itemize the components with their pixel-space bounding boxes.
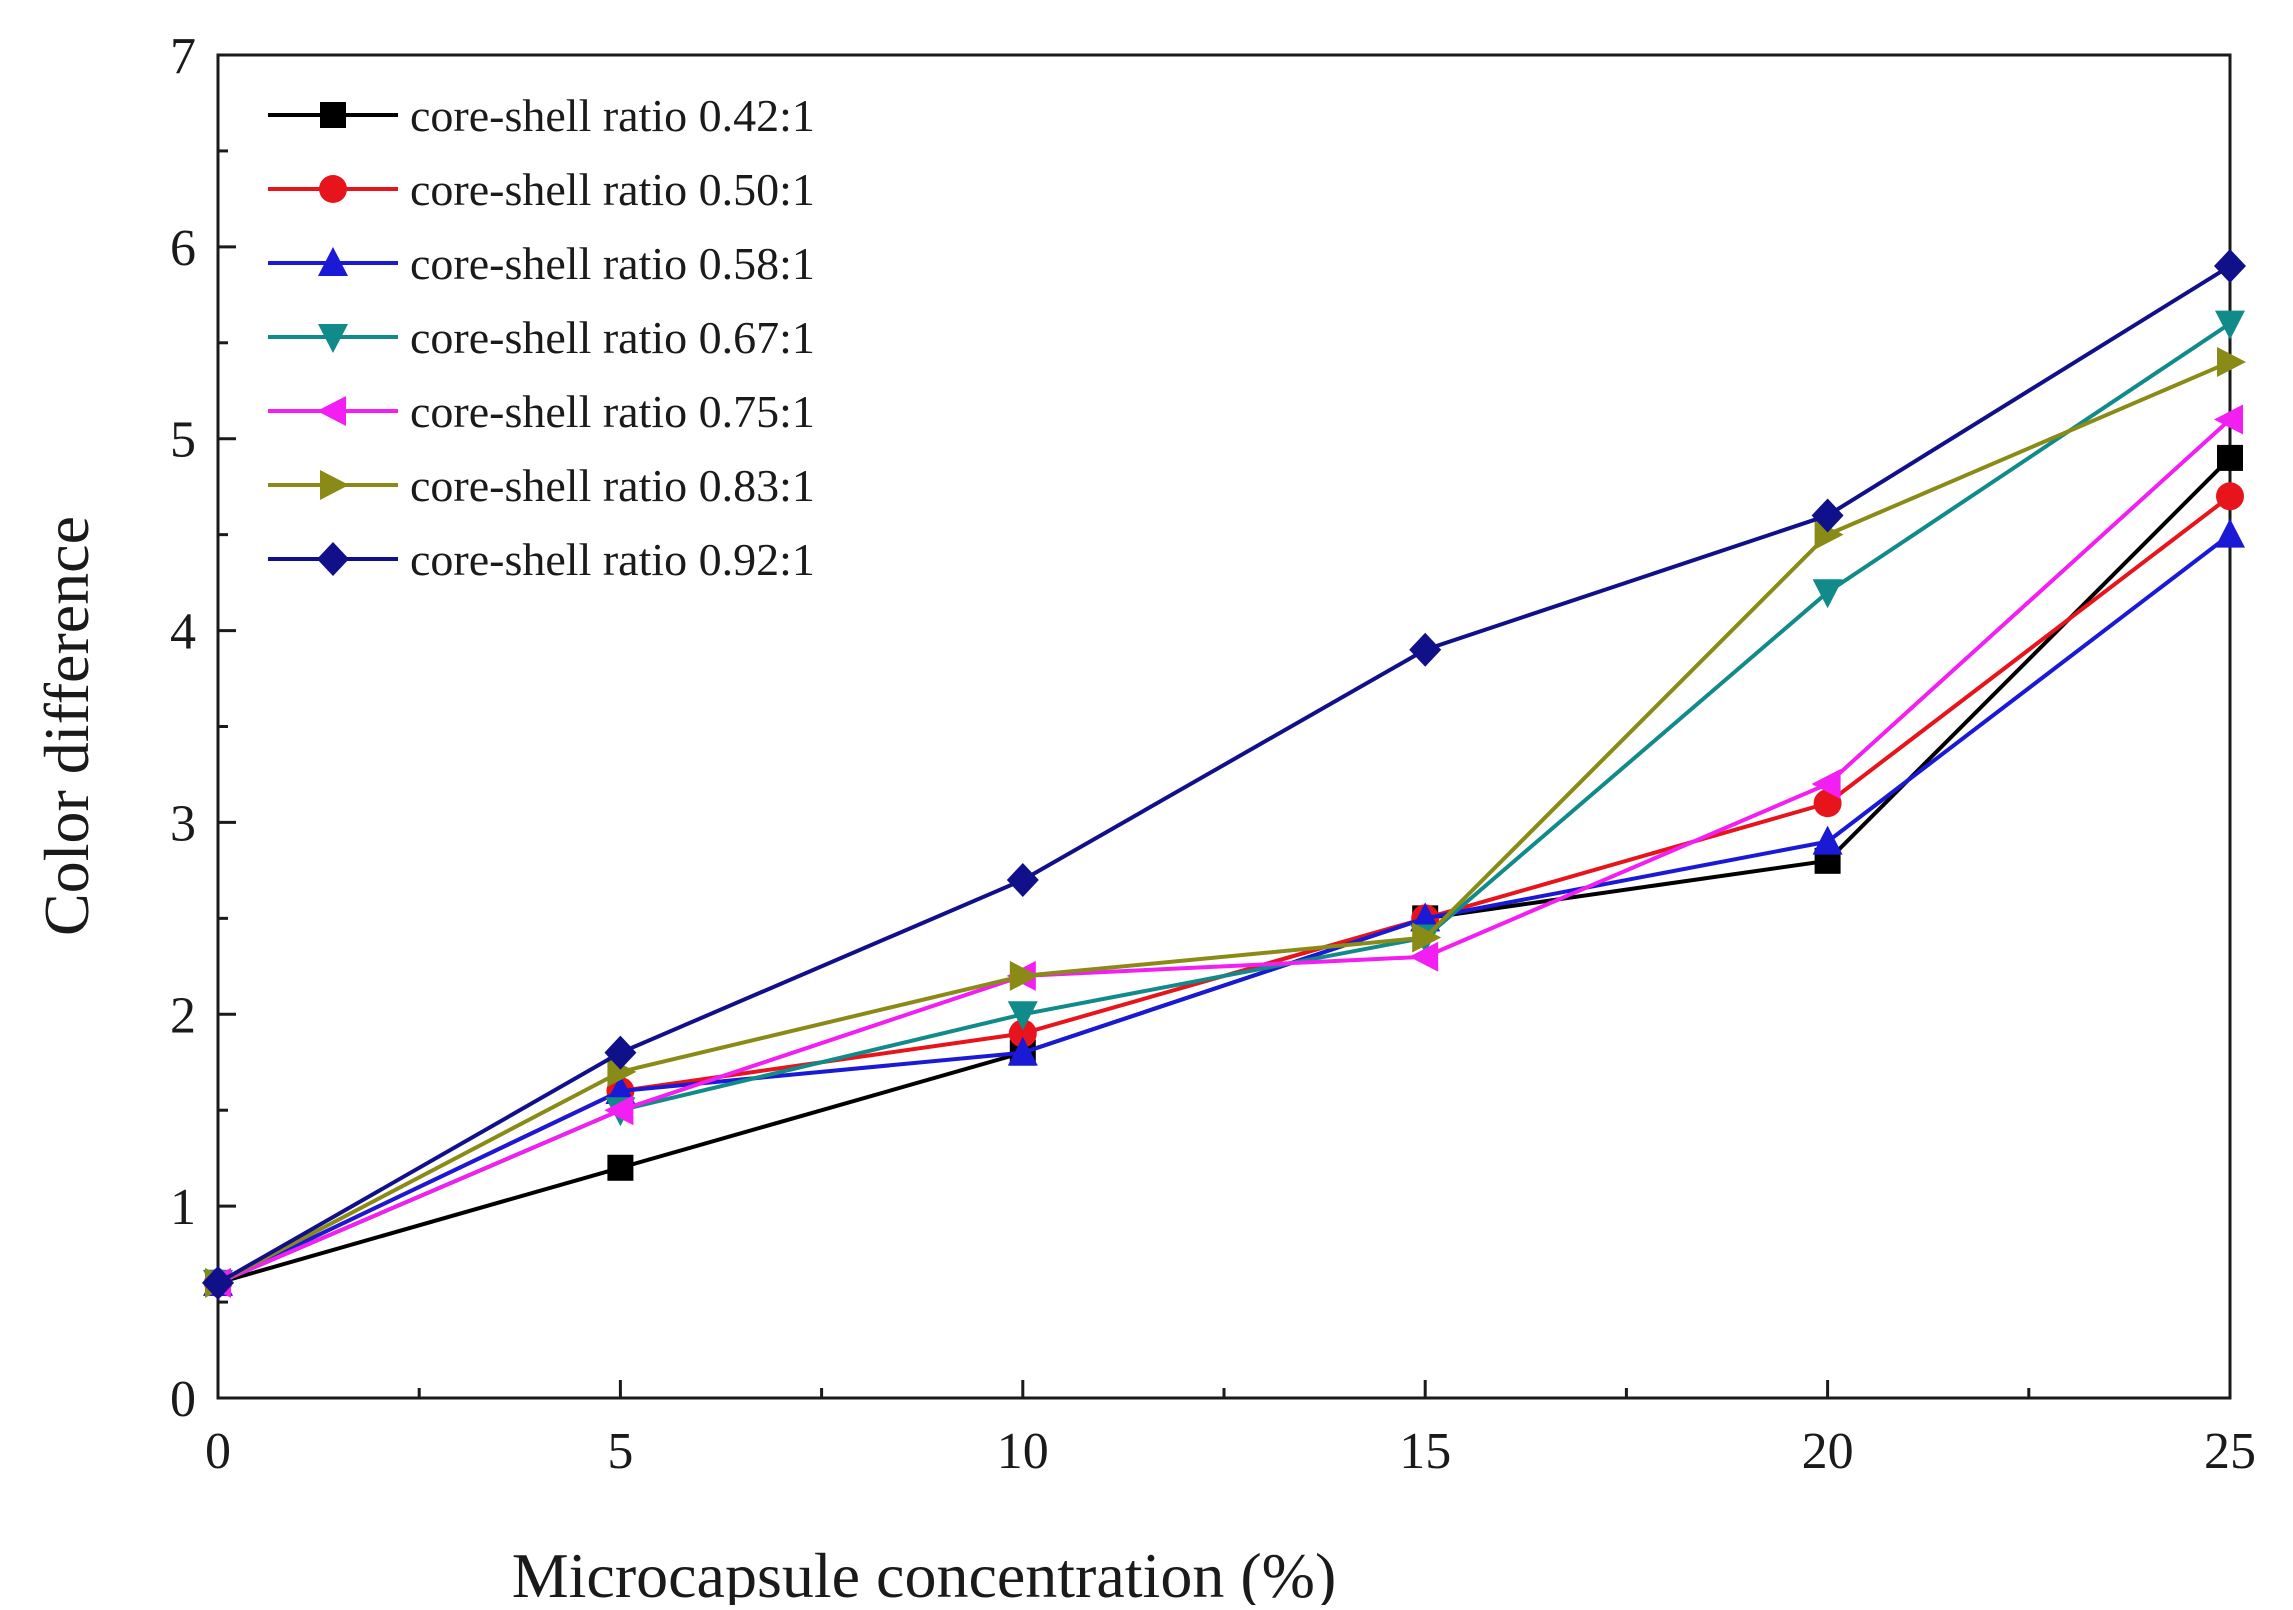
y-tick-label: 6: [170, 220, 196, 277]
data-point: [1811, 498, 1844, 533]
data-point: [1812, 825, 1843, 855]
data-point: [1410, 902, 1441, 932]
data-point: [2217, 444, 2243, 471]
y-axis-title: Color difference: [31, 516, 102, 936]
data-point: [1009, 960, 1039, 991]
data-point: [2215, 310, 2245, 340]
y-tick-label: 2: [170, 987, 196, 1044]
data-point: [607, 1056, 637, 1087]
legend-entry: core-shell ratio 0.83:1: [268, 460, 815, 511]
data-point: [1811, 769, 1841, 800]
data-point: [607, 1154, 634, 1181]
data-point: [1007, 1001, 1038, 1031]
legend-swatch-marker: [320, 102, 346, 128]
legend-entry: core-shell ratio 0.50:1: [268, 164, 815, 215]
minor-ticks: [218, 149, 2031, 1398]
data-point: [1409, 941, 1439, 972]
legend-label: core-shell ratio 0.42:1: [410, 90, 815, 141]
legend-label: core-shell ratio 0.67:1: [410, 312, 815, 363]
legend-swatch-marker: [318, 324, 348, 353]
data-point: [2214, 404, 2243, 435]
series-5: [205, 346, 2246, 1298]
x-tick-label: 10: [997, 1423, 1049, 1480]
legend-swatch-marker: [317, 542, 349, 576]
y-tick-label: 4: [170, 604, 196, 661]
series-line: [217, 494, 2232, 1285]
data-point: [604, 1035, 637, 1070]
data-point: [1812, 579, 1843, 609]
legend-entry: core-shell ratio 0.58:1: [268, 238, 815, 289]
series-line: [217, 360, 2231, 1285]
legend-swatch-marker: [317, 396, 346, 426]
data-point: [202, 1265, 234, 1300]
legend-entry: core-shell ratio 0.67:1: [268, 312, 815, 363]
legend-swatch-marker: [320, 470, 349, 500]
x-tick-label: 5: [607, 1423, 633, 1480]
major-ticks: 0 5 10 15 20 25 0 1 2 3 4 5 6 7: [170, 28, 2256, 1480]
data-point: [604, 1095, 634, 1126]
data-point: [2214, 249, 2246, 284]
series-line: [217, 533, 2232, 1285]
series-1: [204, 482, 2244, 1297]
legend-label: core-shell ratio 0.92:1: [410, 534, 815, 585]
series-layer: [202, 249, 2246, 1300]
legend-entry: core-shell ratio 0.75:1: [268, 386, 815, 437]
data-point: [605, 1075, 636, 1105]
legend-swatch-marker: [318, 247, 348, 276]
data-point: [1412, 922, 1442, 953]
data-point: [1409, 632, 1442, 667]
data-point: [1006, 862, 1039, 897]
legend-label: core-shell ratio 0.83:1: [410, 460, 815, 511]
y-tick-label: 0: [170, 1371, 196, 1428]
series-line: [217, 418, 2232, 1285]
data-point: [1814, 519, 1844, 550]
y-tick-label: 1: [170, 1179, 196, 1236]
legend-entry: core-shell ratio 0.92:1: [268, 534, 815, 585]
y-tick-label: 5: [170, 412, 196, 469]
legend-label: core-shell ratio 0.75:1: [410, 386, 815, 437]
data-point: [2217, 346, 2246, 377]
series-3: [203, 310, 2245, 1299]
y-tick-label: 7: [170, 28, 196, 85]
series-6: [202, 249, 2246, 1300]
data-point: [1007, 1036, 1038, 1066]
x-tick-label: 15: [1399, 1423, 1451, 1480]
data-point: [1008, 1019, 1037, 1048]
series-line: [217, 264, 2232, 1285]
legend-label: core-shell ratio 0.58:1: [410, 238, 815, 289]
legend: core-shell ratio 0.42:1 core-shell ratio …: [268, 90, 815, 585]
y-tick-label: 3: [170, 795, 196, 852]
x-axis-title: Microcapsule concentration (%): [512, 1540, 1337, 1605]
x-tick-label: 20: [1802, 1423, 1854, 1480]
x-tick-label: 0: [205, 1423, 231, 1480]
legend-label: core-shell ratio 0.50:1: [410, 164, 815, 215]
data-point: [2216, 482, 2244, 511]
x-tick-label: 25: [2204, 1423, 2256, 1480]
legend-entry: core-shell ratio 0.42:1: [268, 90, 815, 141]
data-point: [1813, 789, 1842, 818]
data-point: [2215, 518, 2245, 548]
legend-swatch-marker: [319, 175, 347, 203]
series-2: [203, 518, 2245, 1296]
